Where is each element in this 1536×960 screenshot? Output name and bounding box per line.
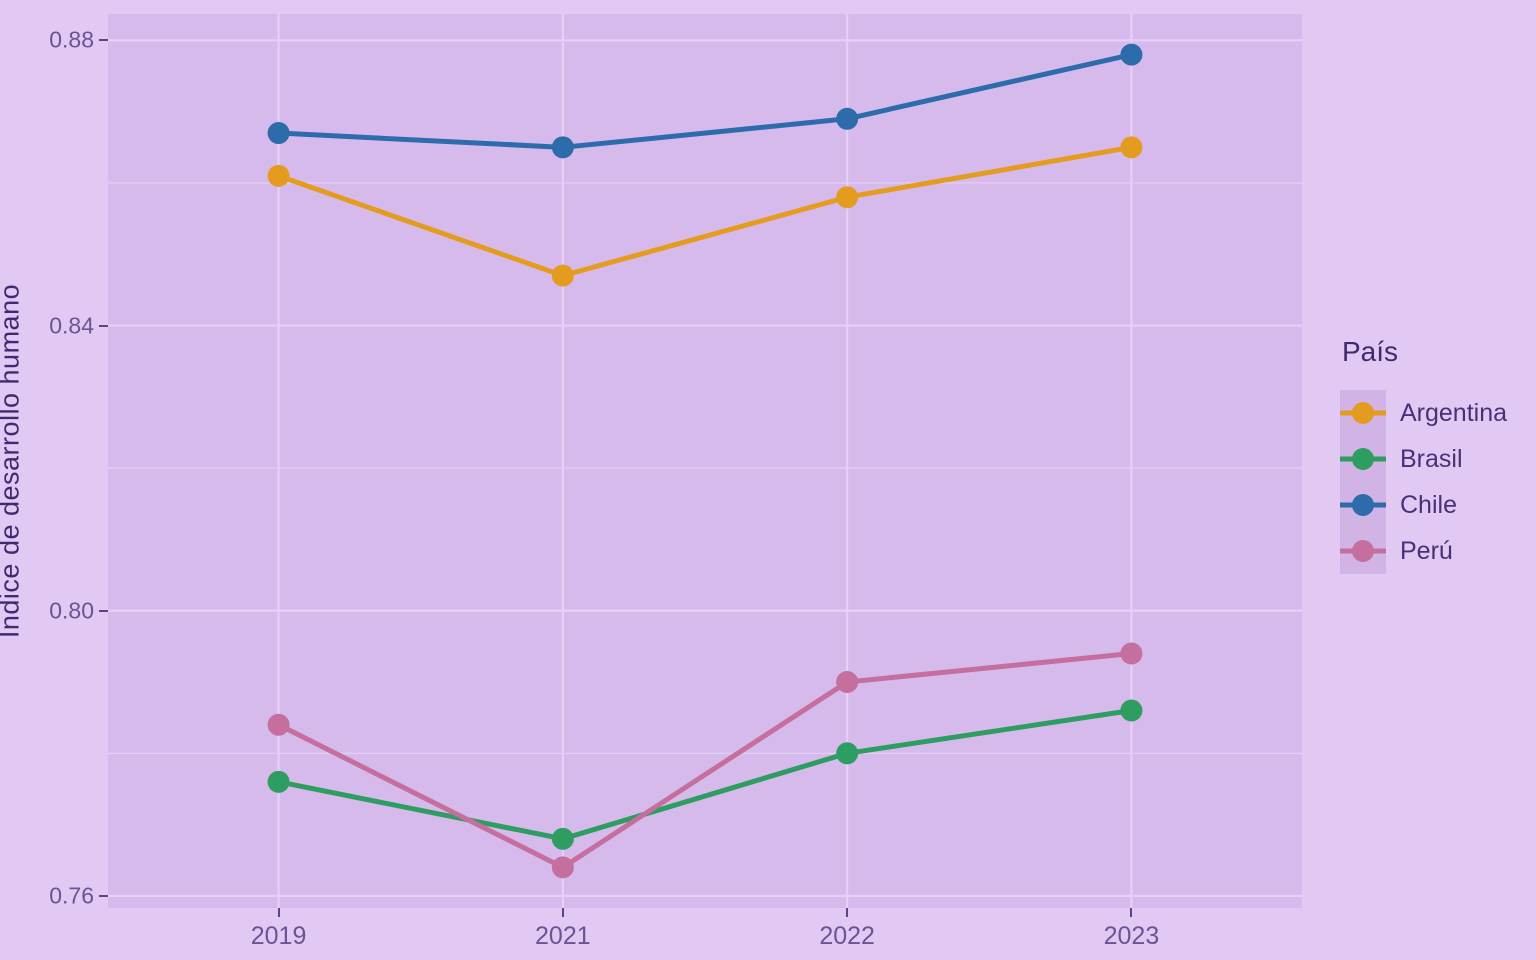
data-point-brasil	[551, 827, 574, 850]
data-point-argentina	[551, 264, 574, 287]
legend-key-icon	[1340, 528, 1386, 574]
data-point-brasil	[836, 742, 859, 765]
data-point-argentina	[1120, 136, 1143, 159]
legend-label: Chile	[1400, 490, 1457, 519]
legend-point-glyph	[1352, 494, 1374, 516]
plot-panel	[108, 14, 1302, 908]
data-point-chile	[836, 107, 859, 130]
y-tick-label: 0.76	[49, 882, 94, 909]
legend: País Argentina Brasil Chile Perú	[1340, 336, 1530, 574]
data-point-chile	[551, 136, 574, 159]
y-tick-label: 0.88	[49, 26, 94, 53]
series-line-argentina	[277, 144, 1132, 279]
x-tick-mark	[1130, 908, 1133, 917]
legend-label: Perú	[1400, 536, 1453, 565]
x-tick-mark	[277, 908, 280, 917]
x-tick-mark	[846, 908, 849, 917]
data-point-perú	[267, 713, 290, 736]
x-tick-label: 2019	[250, 922, 307, 950]
data-point-perú	[1120, 642, 1143, 665]
data-point-argentina	[836, 186, 859, 209]
data-point-chile	[267, 122, 290, 145]
x-tick-label: 2021	[535, 922, 591, 950]
legend-point-glyph	[1352, 448, 1374, 470]
series-line-chile	[278, 52, 1132, 150]
series-line-perú	[277, 651, 1132, 870]
plot-canvas	[108, 14, 1302, 908]
legend-point-glyph	[1352, 402, 1374, 424]
y-tick-label: 0.80	[49, 597, 94, 624]
legend-items: Argentina Brasil Chile Perú	[1340, 390, 1530, 574]
data-point-brasil	[1120, 699, 1143, 722]
y-tick-mark	[99, 39, 108, 42]
series-line-brasil	[278, 708, 1132, 842]
data-point-argentina	[267, 164, 290, 187]
legend-key-icon	[1340, 436, 1386, 482]
x-tick-label: 2023	[1103, 922, 1160, 950]
legend-key-icon	[1340, 390, 1386, 436]
y-tick-mark	[99, 324, 108, 327]
legend-item-perú: Perú	[1340, 528, 1530, 574]
y-tick-label: 0.84	[49, 312, 94, 339]
y-tick-mark	[99, 609, 108, 612]
legend-key-icon	[1340, 482, 1386, 528]
legend-item-argentina: Argentina	[1340, 390, 1530, 436]
data-point-brasil	[267, 770, 290, 793]
x-tick-label: 2022	[819, 922, 875, 950]
legend-point-glyph	[1352, 540, 1374, 562]
x-tick-mark	[561, 908, 564, 917]
legend-item-chile: Chile	[1340, 482, 1530, 528]
legend-item-brasil: Brasil	[1340, 436, 1530, 482]
data-point-perú	[551, 856, 574, 879]
y-tick-mark	[99, 894, 108, 897]
data-point-chile	[1120, 43, 1143, 66]
legend-label: Argentina	[1400, 398, 1508, 427]
data-point-perú	[836, 671, 859, 694]
legend-title: País	[1342, 336, 1399, 367]
legend-label: Brasil	[1400, 444, 1463, 473]
